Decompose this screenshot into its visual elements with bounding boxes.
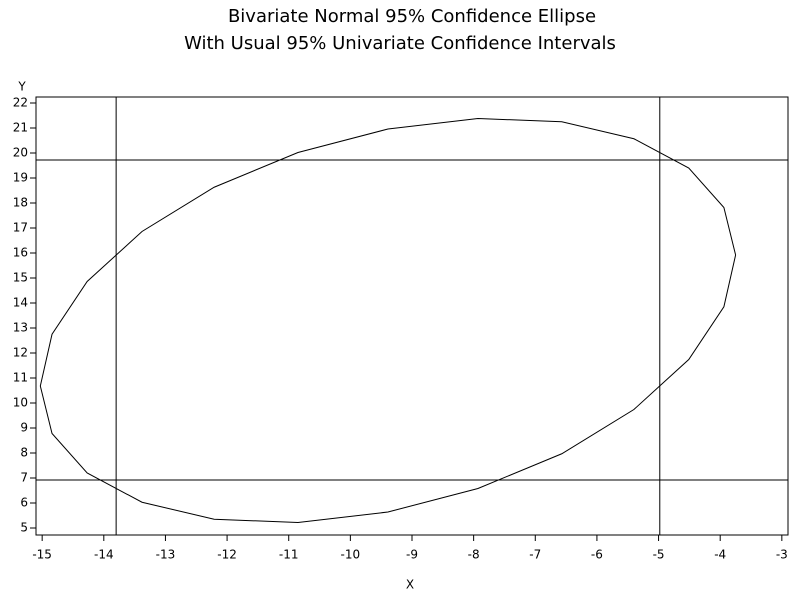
y-tick-label: 8 <box>20 446 28 460</box>
ellipse-line <box>39 117 737 524</box>
x-tick-label: -4 <box>714 548 726 562</box>
y-tick-label: 6 <box>20 496 28 510</box>
y-tick-label: 12 <box>13 346 28 360</box>
y-tick-label: 21 <box>13 121 28 135</box>
x-tick-label: -14 <box>94 548 114 562</box>
x-tick-label: -9 <box>406 548 418 562</box>
y-tick-label: 17 <box>13 221 28 235</box>
y-tick-label: 20 <box>13 146 28 160</box>
x-tick-label: -13 <box>156 548 176 562</box>
x-tick-label: -15 <box>32 548 52 562</box>
x-tick-label: -8 <box>468 548 480 562</box>
y-tick-label: 10 <box>13 396 28 410</box>
y-tick-label: 13 <box>13 321 28 335</box>
y-tick-label: 18 <box>13 196 28 210</box>
y-tick-label: 19 <box>13 171 28 185</box>
y-tick-label: 14 <box>13 296 28 310</box>
x-tick-label: -12 <box>217 548 237 562</box>
x-axis-label: X <box>406 578 414 592</box>
y-tick-label: 16 <box>13 246 28 260</box>
y-tick-label: 9 <box>20 421 28 435</box>
y-axis-label: Y <box>17 80 26 94</box>
y-tick-label: 22 <box>13 96 28 110</box>
y-tick-label: 11 <box>13 371 28 385</box>
chart-subtitle: With Usual 95% Univariate Confidence Int… <box>184 33 616 54</box>
plot-frame <box>35 96 789 536</box>
chart-title: Bivariate Normal 95% Confidence Ellipse <box>228 6 596 27</box>
y-tick-label: 15 <box>13 271 28 285</box>
x-tick-label: -6 <box>591 548 603 562</box>
y-tick-label: 7 <box>20 471 28 485</box>
y-tick-label: 5 <box>20 521 28 535</box>
x-tick-label: -5 <box>653 548 665 562</box>
x-tick-label: -11 <box>279 548 299 562</box>
x-tick-label: -7 <box>529 548 541 562</box>
x-tick-label: -3 <box>776 548 788 562</box>
x-tick-label: -10 <box>341 548 361 562</box>
